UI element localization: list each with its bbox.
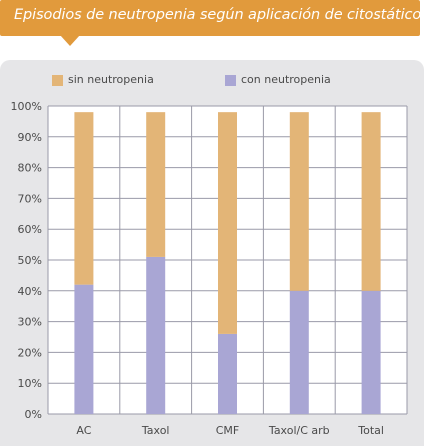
bar-con-neutropenia (74, 284, 94, 414)
y-tick-label: 100% (11, 100, 42, 113)
y-tick-label: 80% (18, 162, 42, 175)
y-tick-label: 90% (18, 131, 42, 144)
bar-con-neutropenia (361, 290, 381, 414)
y-tick-label: 0% (25, 408, 42, 421)
x-tick-label: CMF (216, 424, 240, 437)
x-tick-label: Taxol/C arb (268, 424, 330, 437)
bar-sin-neutropenia (146, 112, 166, 257)
title-banner-pointer (60, 35, 80, 46)
bar-sin-neutropenia (218, 112, 237, 334)
legend-swatch-sin-neutropenia (52, 75, 63, 86)
bar-con-neutropenia (146, 256, 166, 414)
chart-title-banner: Episodios de neutropenia según aplicació… (0, 0, 425, 36)
x-tick-label: Taxol (141, 424, 170, 437)
bar-sin-neutropenia (289, 112, 309, 291)
x-tick-label: Total (357, 424, 384, 437)
chart-title: Episodios de neutropenia según aplicació… (14, 7, 425, 23)
bar-con-neutropenia (289, 290, 309, 414)
y-tick-label: 10% (18, 377, 42, 390)
y-tick-label: 30% (18, 316, 42, 329)
legend-swatch-con-neutropenia (225, 75, 236, 86)
y-tick-label: 60% (18, 223, 42, 236)
y-tick-label: 70% (18, 192, 42, 205)
legend-label-con-neutropenia: con neutropenia (241, 73, 331, 86)
bar-sin-neutropenia (361, 112, 381, 291)
x-tick-label: AC (76, 424, 91, 437)
y-tick-label: 20% (18, 346, 42, 359)
y-tick-label: 50% (18, 254, 42, 267)
bar-sin-neutropenia (74, 112, 94, 285)
legend-label-sin-neutropenia: sin neutropenia (68, 73, 154, 86)
y-tick-label: 40% (18, 285, 42, 298)
bar-con-neutropenia (218, 333, 237, 414)
